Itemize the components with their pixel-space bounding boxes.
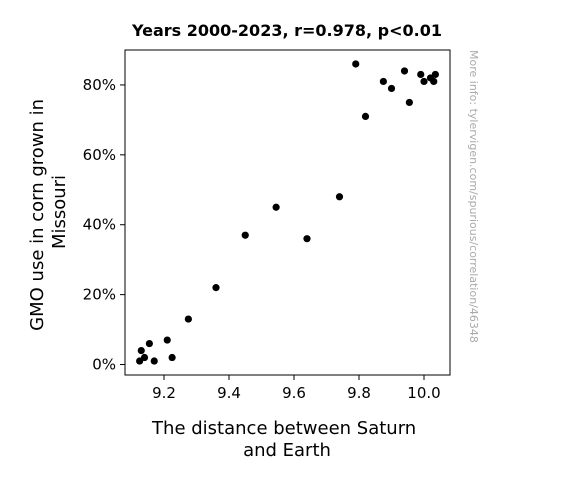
x-tick-label: 9.4 [217, 384, 241, 402]
scatter-point [361, 112, 370, 120]
scatter-point [387, 84, 396, 93]
source-note: More info: tylervigen.com/spurious/corre… [467, 50, 480, 343]
scatter-point [184, 315, 192, 323]
x-axis-label-line-2: and Earth [243, 440, 331, 461]
y-tick-label: 60% [83, 146, 116, 164]
x-tick-label: 9.2 [152, 384, 176, 402]
scatter-point [400, 67, 409, 75]
y-tick-label: 40% [83, 216, 116, 234]
y-axis-label-line-2: Missouri [49, 175, 70, 249]
scatter-point [150, 357, 158, 365]
x-axis-ticks: 9.2 9.4 9.6 9.8 10.0 [152, 375, 441, 402]
scatter-point [303, 235, 311, 243]
x-axis-label-line-1: The distance between Saturn [151, 418, 416, 439]
scatter-point [420, 77, 428, 86]
scatter-point [417, 70, 425, 79]
data-points [136, 60, 439, 365]
x-tick-label: 9.6 [282, 384, 306, 402]
y-axis-ticks: 0% 20% 40% 60% 80% [83, 76, 125, 374]
scatter-point [137, 346, 145, 355]
scatter-point [272, 203, 280, 211]
plot-area [124, 49, 451, 376]
scatter-point [241, 231, 249, 239]
scatter-point [379, 77, 387, 86]
scatter-point [431, 70, 439, 79]
y-tick-label: 20% [83, 286, 116, 304]
y-tick-label: 80% [83, 76, 116, 94]
scatter-point [145, 339, 153, 348]
scatter-point [140, 353, 149, 362]
scatter-point [352, 60, 360, 68]
scatter-point [163, 336, 171, 344]
x-axis-label: The distance between Saturn and Earth [151, 418, 422, 461]
scatter-point [430, 77, 438, 86]
y-axis-label: GMO use in corn grown in Missouri [27, 93, 70, 331]
x-tick-label: 9.8 [347, 384, 371, 402]
scatter-point [168, 353, 176, 362]
scatter-point [405, 98, 413, 107]
y-tick-label: 0% [92, 356, 116, 374]
x-tick-label: 10.0 [407, 384, 440, 402]
scatter-point [212, 284, 220, 292]
chart-title: Years 2000-2023, r=0.978, p<0.01 [131, 21, 442, 40]
scatter-point [335, 193, 344, 201]
y-axis-label-line-1: GMO use in corn grown in [27, 99, 48, 331]
